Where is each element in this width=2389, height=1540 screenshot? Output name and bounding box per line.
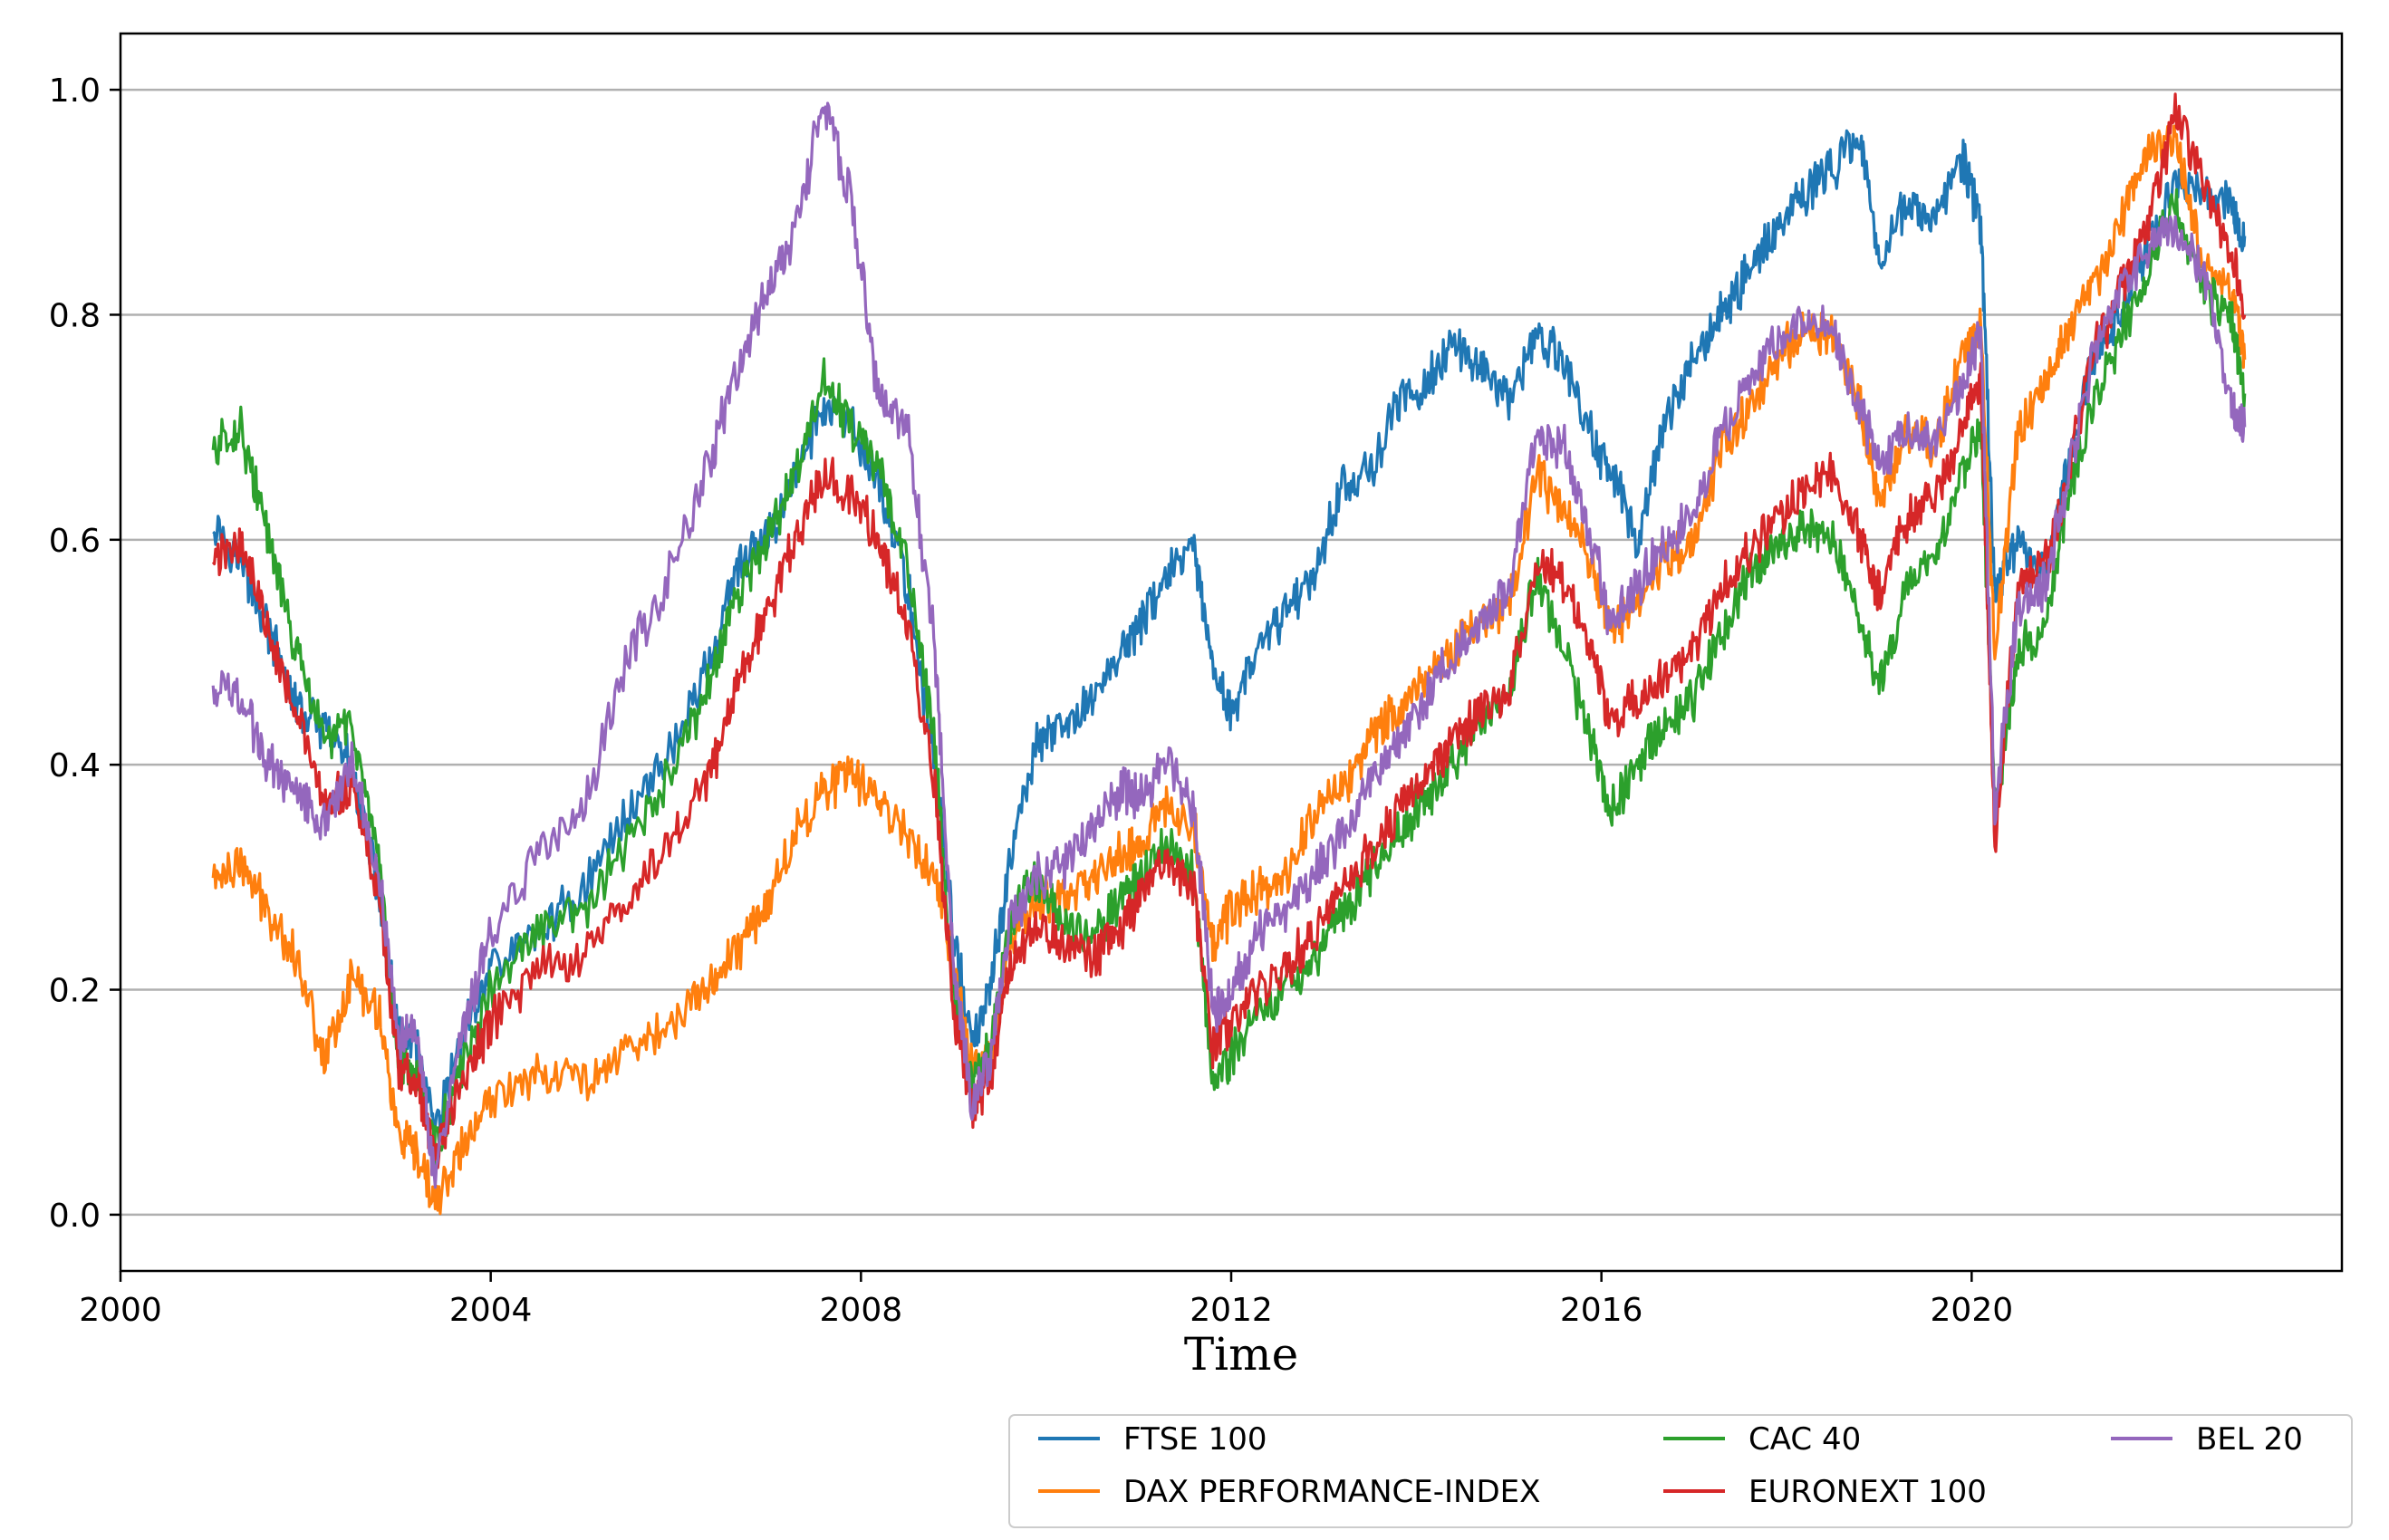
y-tick-label: 0.2 <box>49 973 101 1010</box>
legend: FTSE 100 DAX PERFORMANCE-INDEX CAC 40 EU… <box>1008 1414 2353 1528</box>
x-tick-label: 2008 <box>820 1292 903 1329</box>
x-tick-label: 2004 <box>449 1292 533 1329</box>
x-tick-label: 2016 <box>1560 1292 1643 1329</box>
series-line-cac-40 <box>211 188 2247 1168</box>
x-tick-label: 2020 <box>1931 1292 2014 1329</box>
x-axis: 2000 2004 2008 2012 2016 2020 <box>79 1271 2013 1329</box>
series-layer <box>211 92 2247 1216</box>
y-tick-label: 1.0 <box>49 72 101 110</box>
series-line-ftse-100 <box>212 129 2247 1131</box>
x-tick-label: 2012 <box>1190 1292 1273 1329</box>
series-line-bel-20 <box>211 101 2247 1189</box>
legend-box <box>1008 1414 2353 1528</box>
series-line-euronext-100 <box>211 92 2247 1169</box>
y-tick-label: 0.0 <box>49 1198 101 1235</box>
legend-label-bel-20: BEL 20 <box>2196 1421 2303 1458</box>
y-tick-label: 0.6 <box>49 523 101 560</box>
legend-label-euronext-100: EURONEXT 100 <box>1748 1474 1987 1510</box>
y-tick-label: 0.4 <box>49 747 101 784</box>
x-tick-label: 2000 <box>79 1292 162 1329</box>
x-axis-title: Time <box>1184 1328 1298 1381</box>
legend-label-cac-40: CAC 40 <box>1748 1421 1861 1458</box>
y-tick-label: 0.8 <box>49 297 101 334</box>
y-axis: 0.0 0.2 0.4 0.6 0.8 1.0 <box>49 72 120 1235</box>
legend-label-ftse-100: FTSE 100 <box>1123 1421 1267 1458</box>
legend-label-dax: DAX PERFORMANCE-INDEX <box>1123 1474 1540 1510</box>
